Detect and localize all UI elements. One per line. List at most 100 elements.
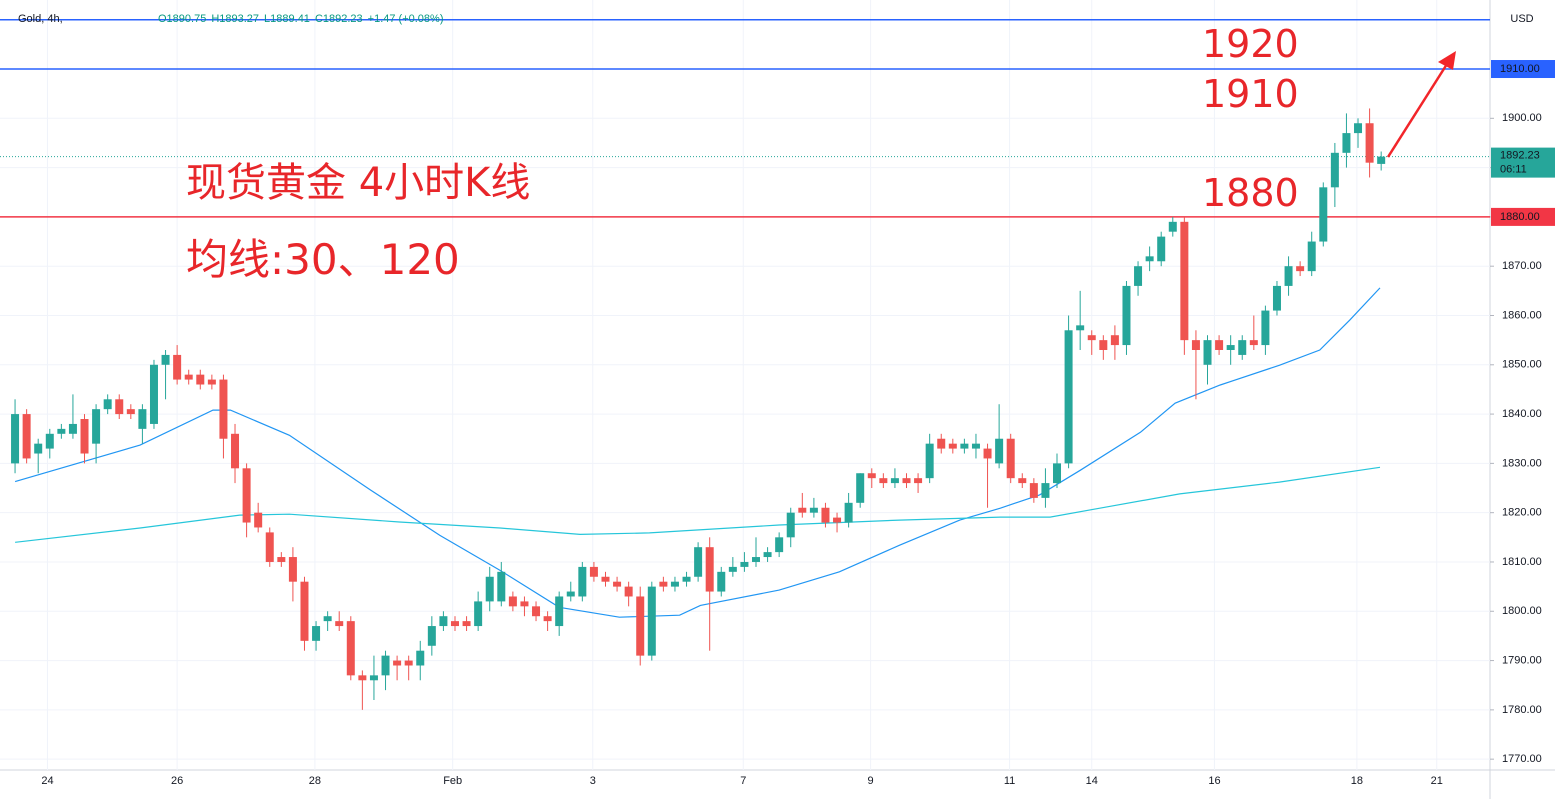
candle-body <box>879 478 888 484</box>
y-tick-label: 1810.00 <box>1502 556 1542 568</box>
candle-body <box>1330 152 1339 188</box>
candle-body <box>543 616 552 622</box>
annotation-level: 1880 <box>1202 171 1299 215</box>
candle-body <box>659 581 668 587</box>
candle-body <box>670 581 679 587</box>
currency: USD <box>1510 13 1533 25</box>
y-tick-label: 1840.00 <box>1502 408 1542 420</box>
x-tick-label: 24 <box>41 775 53 787</box>
candle-body <box>775 537 784 553</box>
candle-body <box>508 596 517 607</box>
candle-body <box>520 601 529 607</box>
candle-body <box>335 621 344 627</box>
candle-body <box>960 443 969 449</box>
candle-body <box>1087 335 1096 341</box>
y-tick-label: 1900.00 <box>1502 112 1542 124</box>
x-tick-label: 28 <box>309 775 321 787</box>
candle-body <box>11 414 20 464</box>
candle-body <box>138 409 147 429</box>
level-badge-label: 1910.00 <box>1500 63 1540 75</box>
candle-body <box>589 566 598 577</box>
y-tick-label: 1830.00 <box>1502 457 1542 469</box>
candle-body <box>1249 340 1258 346</box>
candle-body <box>694 547 703 577</box>
y-tick-label: 1860.00 <box>1502 309 1542 321</box>
candle-body <box>578 566 587 597</box>
candle-body <box>115 399 124 415</box>
x-tick-label: 18 <box>1351 775 1363 787</box>
annotation-ma: 均线:30、120 <box>186 235 460 284</box>
candle-body <box>416 650 425 666</box>
candle-body <box>68 423 77 434</box>
candle-body <box>914 478 923 484</box>
candle-body <box>1110 335 1119 346</box>
level-badge <box>1491 60 1555 79</box>
candle-body <box>474 601 483 627</box>
candle-body <box>971 443 980 449</box>
candle-body <box>149 364 158 424</box>
x-tick-label: 16 <box>1208 775 1220 787</box>
candle-body <box>1029 483 1038 498</box>
marks <box>0 18 1490 710</box>
candle-body <box>369 675 378 681</box>
arrow-shaft <box>1386 63 1449 158</box>
y-tick-label: 1800.00 <box>1502 605 1542 617</box>
candle-body <box>1272 285 1281 311</box>
candle-body <box>925 443 934 479</box>
candle-body <box>497 571 506 602</box>
candle-body <box>555 596 564 627</box>
candle-body <box>1354 123 1363 134</box>
annotation-level: 1920 <box>1202 22 1299 66</box>
candle-body <box>103 399 112 410</box>
level-badge-label: 1880.00 <box>1500 211 1540 223</box>
symbol: Gold, 4h, <box>18 13 63 25</box>
candle-body <box>34 443 43 454</box>
candle-body <box>1018 478 1027 484</box>
x-tick-label: 21 <box>1431 775 1443 787</box>
candle-body <box>300 581 309 641</box>
candle-body <box>844 502 853 523</box>
candle-body <box>439 616 448 627</box>
candle-body <box>786 512 795 538</box>
candle-body <box>1134 266 1143 286</box>
x-tick-label: 26 <box>171 775 183 787</box>
candle-body <box>705 547 714 592</box>
arrow-head <box>1438 51 1456 70</box>
candle-body <box>1284 266 1293 286</box>
x-tick-label: 3 <box>590 775 596 787</box>
x-tick-label: 7 <box>740 775 746 787</box>
candle-body <box>1122 285 1131 346</box>
y-tick-label: 1780.00 <box>1502 704 1542 716</box>
candle-body <box>254 512 263 528</box>
candle-body <box>821 507 830 523</box>
candle-body <box>1145 256 1154 262</box>
ohlc-value: C1892.23 <box>315 13 363 25</box>
x-tick-label: 11 <box>1004 775 1015 787</box>
candle-body <box>1006 438 1015 479</box>
ohlc-value: H1893.27 <box>211 13 259 25</box>
candle-body <box>1307 241 1316 272</box>
candle-body <box>231 433 240 469</box>
candle-body <box>312 626 321 641</box>
candle-body <box>995 438 1004 464</box>
candle-body <box>601 576 610 582</box>
candle-body <box>207 379 216 385</box>
ma-line <box>15 466 1381 543</box>
y-tick-label: 1850.00 <box>1502 359 1542 371</box>
candle-body <box>1157 236 1166 262</box>
candle-body <box>126 409 135 415</box>
candle-body <box>902 478 911 484</box>
x-tick-label: 9 <box>868 775 874 787</box>
candle-body <box>890 478 899 484</box>
candle-body <box>1365 123 1374 163</box>
candle-body <box>22 414 31 459</box>
candle-body <box>1377 156 1386 164</box>
candle-body <box>613 581 622 587</box>
candle-body <box>219 379 228 439</box>
candle-body <box>184 374 193 380</box>
candle-body <box>740 561 749 567</box>
candle-body <box>173 354 182 380</box>
candle-body <box>1342 133 1351 153</box>
